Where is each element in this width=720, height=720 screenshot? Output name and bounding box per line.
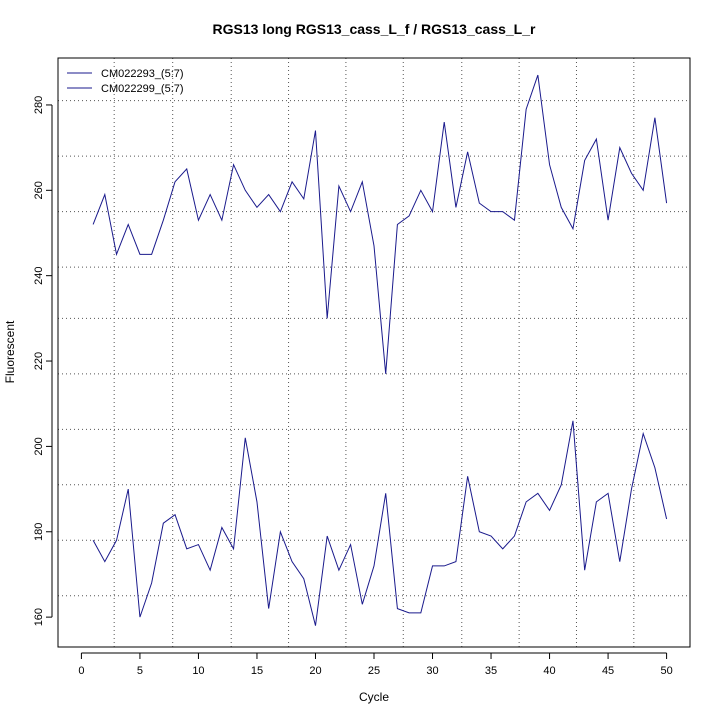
- x-tick-label: 50: [660, 665, 672, 677]
- y-tick-label: 200: [33, 437, 45, 455]
- x-tick-label: 15: [251, 665, 263, 677]
- x-tick-label: 20: [309, 665, 321, 677]
- y-tick-label: 160: [33, 608, 45, 626]
- legend-label: CM022293_(5:7): [101, 68, 184, 80]
- series-line-2: [92, 420, 668, 626]
- x-tick-label: 0: [78, 665, 84, 677]
- chart-title: RGS13 long RGS13_cass_L_f / RGS13_cass_L…: [213, 21, 536, 37]
- y-tick-label: 260: [33, 181, 45, 199]
- legend-label: CM022299_(5:7): [101, 83, 184, 95]
- grid: [58, 58, 690, 647]
- x-tick-label: 25: [368, 665, 380, 677]
- x-axis-label: Cycle: [359, 690, 389, 704]
- y-tick-label: 220: [33, 352, 45, 370]
- axes: 0 5 10 15 20 25 30 35 40 45 50 160 180 200 220 240 260 28…: [33, 57, 691, 677]
- series-line-1: [92, 74, 668, 374]
- x-tick-label: 40: [543, 665, 555, 677]
- y-tick-label: 240: [33, 266, 45, 284]
- y-axis-label: Fluorescent: [3, 320, 17, 383]
- x-tick-label: 45: [602, 665, 614, 677]
- x-tick-label: 30: [426, 665, 438, 677]
- series-lines: [92, 74, 668, 626]
- x-tick-label: 5: [137, 665, 143, 677]
- x-tick-label: 35: [485, 665, 497, 677]
- y-tick-label: 280: [33, 96, 45, 114]
- y-tick-label: 180: [33, 523, 45, 541]
- plot-border: [57, 57, 691, 648]
- legend: CM022293_(5:7) CM022299_(5:7): [67, 68, 184, 95]
- x-tick-label: 10: [192, 665, 204, 677]
